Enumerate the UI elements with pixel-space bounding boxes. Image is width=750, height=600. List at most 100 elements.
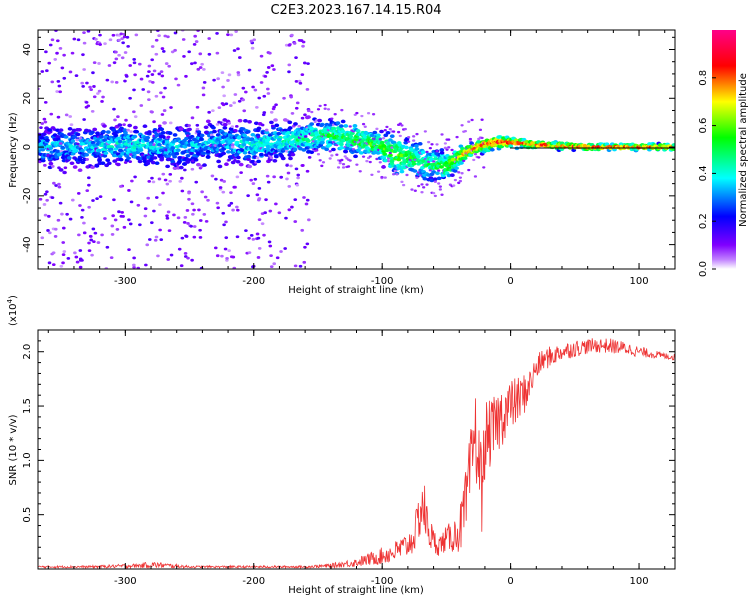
- spectrogram-scatter-point: [53, 227, 58, 231]
- spectrogram-scatter-point: [457, 181, 461, 185]
- spectrogram-scatter-point: [136, 203, 141, 207]
- spectrogram-point: [383, 133, 389, 138]
- spectrogram-scatter-point: [277, 211, 282, 215]
- spectrogram-scatter-point: [398, 122, 402, 125]
- spectrogram-scatter-point: [73, 251, 77, 255]
- spectrogram-point: [450, 157, 456, 162]
- spectrogram-scatter-point: [225, 257, 229, 260]
- spectrogram-scatter-point: [447, 138, 451, 141]
- x-tick-label: -300: [114, 576, 137, 587]
- spectrogram-scatter-point: [274, 103, 278, 107]
- spectrogram-scatter-point: [150, 221, 154, 225]
- spectrogram-scatter-point: [330, 154, 334, 157]
- spectrogram-scatter-point: [272, 68, 276, 71]
- spectrogram-scatter-point: [166, 258, 171, 261]
- spectrogram-scatter-point: [238, 56, 242, 59]
- spectrogram-scatter-point: [133, 73, 137, 77]
- spectrogram-scatter-point: [151, 80, 155, 84]
- spectrogram-point: [154, 161, 160, 166]
- spectrogram-point: [203, 125, 209, 130]
- spectrogram-scatter-point: [395, 173, 399, 176]
- spectrogram-scatter-point: [463, 129, 468, 133]
- spectrogram-scatter-point: [194, 180, 199, 184]
- spectrogram-point: [172, 154, 178, 159]
- spectrogram-scatter-point: [432, 191, 436, 195]
- spectrogram-scatter-point: [361, 122, 366, 126]
- spectrogram-scatter-point: [458, 176, 462, 179]
- spectrogram-point: [265, 147, 271, 152]
- spectrogram-scatter-point: [227, 121, 232, 125]
- spectrogram-scatter-point: [305, 198, 310, 202]
- spectrogram-scatter-point: [85, 81, 89, 85]
- spectrogram-point: [102, 154, 108, 158]
- spectrogram-scatter-point: [323, 103, 327, 107]
- spectrogram-scatter-point: [47, 261, 52, 265]
- spectrogram-point: [230, 138, 236, 143]
- spectrogram-scatter-point: [260, 222, 265, 226]
- spectrogram-scatter-point: [310, 110, 314, 114]
- spectrogram-scatter-point: [231, 255, 236, 259]
- spectrogram-scatter-point: [229, 201, 234, 205]
- spectrogram-scatter-point: [230, 125, 235, 129]
- spectrogram-point: [241, 142, 247, 147]
- spectrogram-scatter-point: [266, 87, 270, 91]
- spectrogram-scatter-point: [51, 251, 56, 255]
- spectrogram-scatter-point: [433, 180, 437, 183]
- spectrogram-scatter-point: [249, 39, 254, 43]
- spectrogram-scatter-point: [187, 124, 191, 127]
- spectrogram-scatter-point: [300, 228, 305, 232]
- spectrogram-scatter-point: [447, 146, 451, 149]
- spectrogram-scatter-point: [272, 262, 277, 266]
- spectrogram-point: [189, 151, 194, 156]
- spectrogram-scatter-point: [307, 155, 312, 159]
- spectrogram-point: [482, 144, 488, 149]
- spectrogram-point: [372, 130, 378, 135]
- spectrogram-scatter-point: [110, 224, 115, 228]
- spectrogram-scatter-point: [39, 126, 43, 130]
- spectrogram-scatter-point: [284, 43, 289, 47]
- spectrogram-scatter-point: [420, 183, 424, 186]
- spectrogram-scatter-point: [400, 124, 404, 127]
- spectrogram-point: [116, 136, 121, 141]
- spectrogram-scatter-point: [75, 138, 80, 142]
- spectrogram-scatter-point: [423, 130, 427, 133]
- spectrogram-scatter-point: [244, 90, 248, 94]
- spectrogram-scatter-point: [351, 148, 356, 151]
- spectrogram-point: [45, 138, 50, 143]
- spectrogram-scatter-point: [184, 235, 189, 238]
- spectrogram-point: [77, 157, 83, 162]
- spectrogram-scatter-point: [181, 38, 186, 41]
- spectrogram-scatter-point: [190, 62, 194, 66]
- spectrogram-point: [99, 135, 104, 139]
- spectrogram-scatter-point: [202, 213, 207, 216]
- spectrogram-scatter-point: [152, 143, 156, 147]
- spectrogram-scatter-point: [56, 115, 61, 119]
- spectrogram-point: [277, 137, 282, 142]
- spectrogram-scatter-point: [85, 189, 90, 192]
- spectrogram-point: [238, 162, 244, 167]
- spectrogram-scatter-point: [215, 254, 220, 258]
- spectrogram-scatter-point: [62, 226, 66, 230]
- spectrogram-point: [312, 135, 318, 140]
- spectrogram-scatter-point: [335, 153, 339, 156]
- spectrogram-point: [167, 131, 173, 136]
- x-tick-label: -200: [242, 276, 265, 287]
- spectrogram-scatter-point: [269, 254, 273, 258]
- spectrogram-scatter-point: [40, 70, 45, 73]
- spectrogram-scatter-point: [166, 135, 171, 139]
- spectrogram-point: [80, 160, 86, 165]
- spectrogram-scatter-point: [368, 160, 372, 164]
- spectrogram-point: [159, 127, 165, 132]
- spectrogram-scatter-point: [480, 118, 484, 121]
- spectrogram-scatter-point: [56, 218, 61, 222]
- spectrogram-scatter-point: [133, 175, 137, 179]
- spectrogram-point: [126, 156, 132, 160]
- spectrogram-scatter-point: [378, 161, 382, 164]
- spectrogram-scatter-point: [237, 99, 242, 103]
- spectrogram-point: [309, 126, 314, 131]
- spectrogram-scatter-point: [90, 253, 94, 257]
- spectrogram-scatter-point: [57, 182, 61, 186]
- spectrogram-point: [246, 154, 252, 159]
- spectrogram-scatter-point: [298, 264, 303, 268]
- spectrogram-scatter-point: [111, 33, 116, 37]
